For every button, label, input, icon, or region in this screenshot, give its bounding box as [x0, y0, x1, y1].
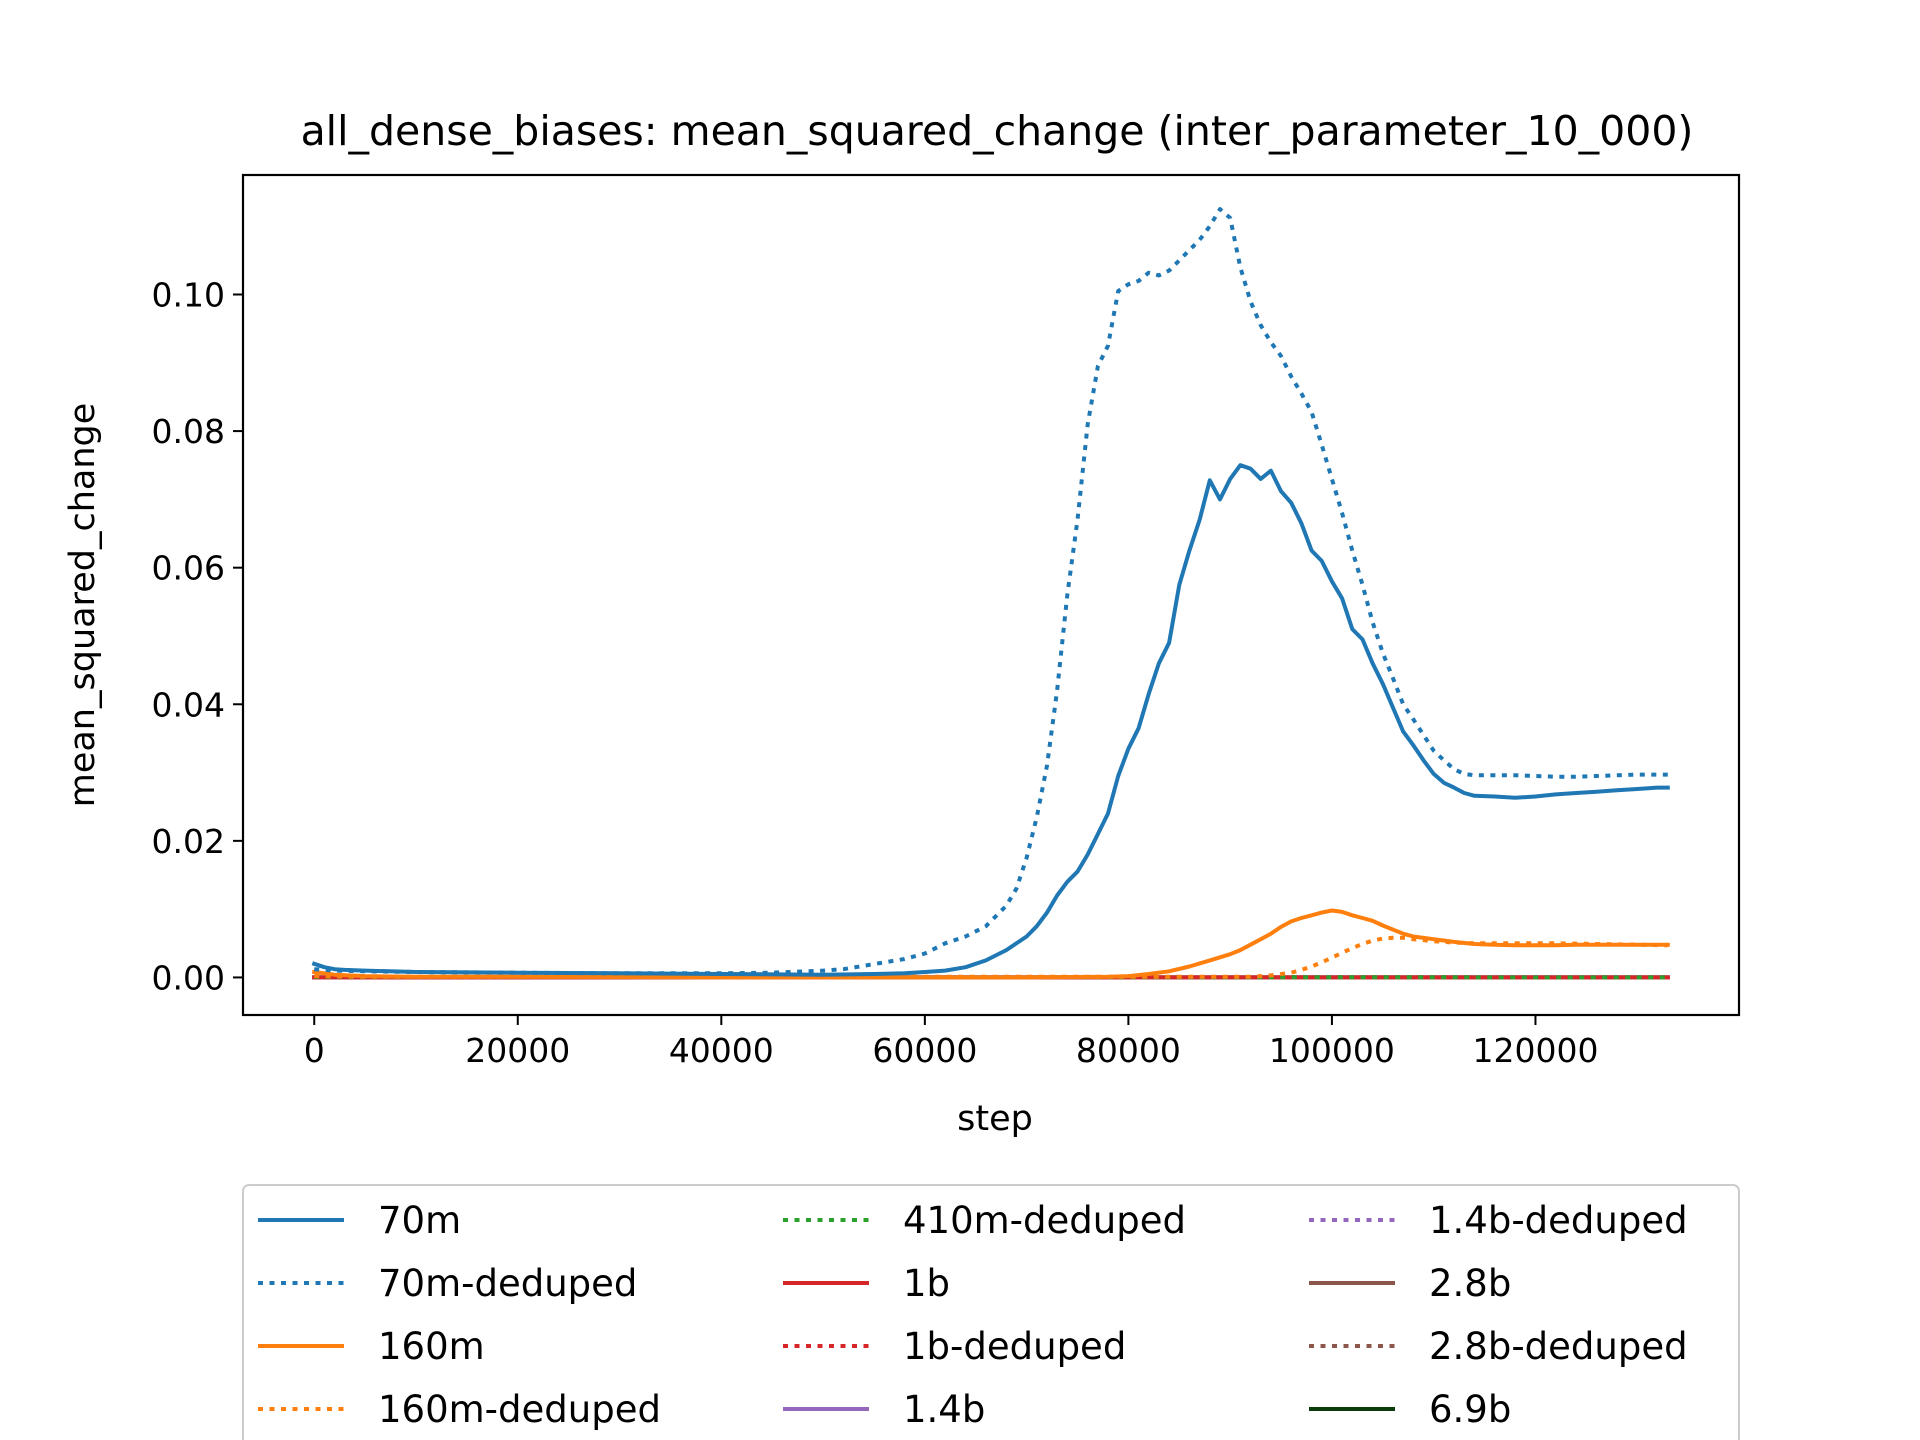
legend: 70m 70m-deduped 160m 160m-deduped 410m-dedup… [242, 1184, 1740, 1440]
x-tick-label: 80000 [1076, 1031, 1181, 1070]
y-tick-label: 0.10 [152, 276, 225, 315]
legend-label-160m: 160m [378, 1325, 485, 1368]
series-group [311, 207, 1670, 980]
legend-label-70m-deduped: 70m-deduped [378, 1262, 637, 1305]
x-tick-label: 100000 [1269, 1031, 1395, 1070]
y-tick-label: 0.06 [152, 549, 225, 588]
x-tick-label: 0 [304, 1031, 325, 1070]
x-tick-label: 40000 [669, 1031, 774, 1070]
plot-frame [241, 173, 1741, 1017]
legend-label-2.8b-deduped: 2.8b-deduped [1429, 1325, 1688, 1368]
y-axis-label: mean_squared_change [63, 403, 103, 808]
legend-label-2.8b: 2.8b [1429, 1262, 1511, 1305]
series-line-410m-deduped [314, 974, 1668, 980]
y-tick-label: 0.08 [152, 412, 225, 451]
y-tick-label: 0.02 [152, 822, 225, 861]
legend-label-1.4b: 1.4b [903, 1388, 985, 1431]
legend-box [242, 1184, 1740, 1440]
chart-title: all_dense_biases: mean_squared_change (i… [301, 107, 1694, 155]
x-axis-label: step [957, 1099, 1033, 1139]
legend-label-1.4b-deduped: 1.4b-deduped [1429, 1199, 1688, 1242]
y-tick-label: 0.00 [152, 958, 225, 997]
series-line-70m-deduped [314, 207, 1668, 976]
x-tick-label: 120000 [1472, 1031, 1598, 1070]
plot-area: 0 20000 40000 60000 80000 100000 120000 0.00 0.0… [152, 173, 1741, 1070]
series-line-70m [311, 463, 1670, 977]
legend-label-410m-deduped: 410m-deduped [903, 1199, 1186, 1242]
legend-label-70m: 70m [378, 1199, 461, 1242]
legend-label-6.9b: 6.9b [1429, 1388, 1511, 1431]
series-line-160m [311, 908, 1670, 980]
y-tick-label: 0.04 [152, 685, 225, 724]
legend-label-160m-deduped: 160m-deduped [378, 1388, 661, 1431]
x-tick-label: 20000 [465, 1031, 570, 1070]
legend-label-1b-deduped: 1b-deduped [903, 1325, 1126, 1368]
legend-label-1b: 1b [903, 1262, 950, 1305]
x-tick-label: 60000 [872, 1031, 977, 1070]
